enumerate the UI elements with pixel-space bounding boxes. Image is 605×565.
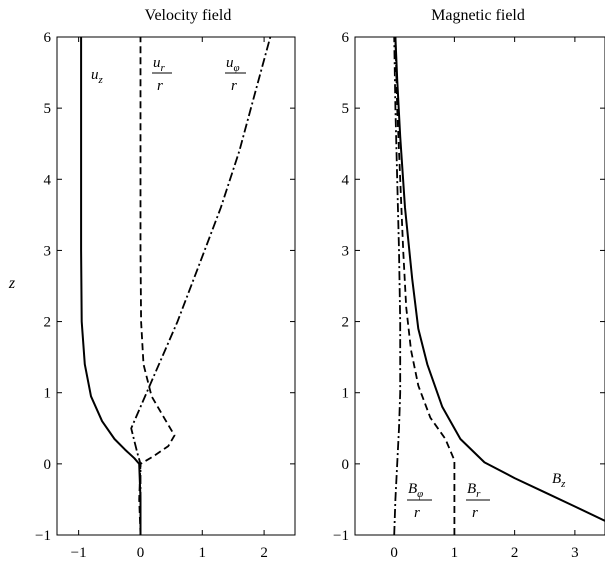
x-tick-label: 0 (390, 545, 398, 561)
y-tick-label: 1 (44, 386, 52, 402)
x-tick-label: 3 (571, 545, 579, 561)
label-u-phi-over-r: uφ r (225, 55, 246, 94)
svg-text:Br: Br (467, 481, 481, 500)
series-line-b-r (393, 36, 402, 536)
velocity-ticks: −1 0 1 2 3 4 5 6 −1 0 1 2 (35, 30, 295, 561)
label-b-z: Bz (552, 471, 566, 490)
y-tick-label: 6 (342, 30, 350, 46)
y-tick-label: 3 (342, 243, 350, 259)
svg-text:ur: ur (153, 55, 166, 74)
label-b-r-over-r: Br r (466, 481, 490, 521)
y-tick-label: 4 (342, 172, 350, 188)
y-tick-label: −1 (333, 528, 349, 544)
x-tick-label: 2 (260, 545, 268, 561)
x-tick-label: 1 (199, 545, 207, 561)
y-tick-label: 0 (44, 457, 52, 473)
svg-text:uz: uz (91, 67, 104, 86)
y-tick-label: 1 (342, 386, 350, 402)
y-tick-label: 4 (44, 172, 52, 188)
svg-text:r: r (231, 78, 237, 94)
y-tick-label: 2 (44, 315, 52, 331)
y-tick-label: 0 (342, 457, 350, 473)
series-line-u-z (80, 37, 142, 535)
x-tick-label: 2 (511, 545, 519, 561)
svg-text:Bφ: Bφ (408, 481, 423, 500)
x-tick-label: −1 (71, 545, 87, 561)
magnetic-title: Magnetic field (431, 7, 525, 24)
velocity-series (80, 36, 272, 536)
x-tick-label: 1 (451, 545, 459, 561)
svg-text:r: r (472, 505, 478, 521)
magnetic-panel: Magnetic field −1 0 1 2 3 4 5 6 0 1 2 3 Bφ r Br r B… (333, 7, 605, 561)
magnetic-series (393, 36, 605, 536)
y-tick-label: 6 (44, 30, 52, 46)
y-tick-label: 3 (44, 243, 52, 259)
y-tick-label: 5 (44, 101, 52, 117)
y-axis-label: z (8, 275, 16, 292)
series-line-u-r (130, 36, 272, 535)
label-b-phi-over-r: Bφ r (407, 481, 432, 521)
magnetic-plot-frame (354, 36, 605, 536)
series-line-u-r-r (138, 37, 176, 536)
velocity-title: Velocity field (145, 7, 232, 24)
y-tick-label: −1 (35, 528, 51, 544)
svg-text:r: r (157, 78, 163, 94)
x-tick-label: 0 (137, 545, 145, 561)
svg-text:r: r (414, 505, 420, 521)
label-u-z: uz (91, 67, 104, 86)
magnetic-ticks: −1 0 1 2 3 4 5 6 0 1 2 3 (333, 30, 605, 561)
velocity-plot-frame (56, 36, 296, 536)
series-line-b-z (394, 36, 605, 522)
svg-text:Bz: Bz (552, 471, 566, 490)
svg-text:uφ: uφ (226, 55, 240, 74)
y-tick-label: 2 (342, 315, 350, 331)
y-tick-label: 5 (342, 101, 350, 117)
label-u-r-over-r: ur r (152, 55, 172, 94)
series-line-b-r-r (394, 36, 456, 535)
